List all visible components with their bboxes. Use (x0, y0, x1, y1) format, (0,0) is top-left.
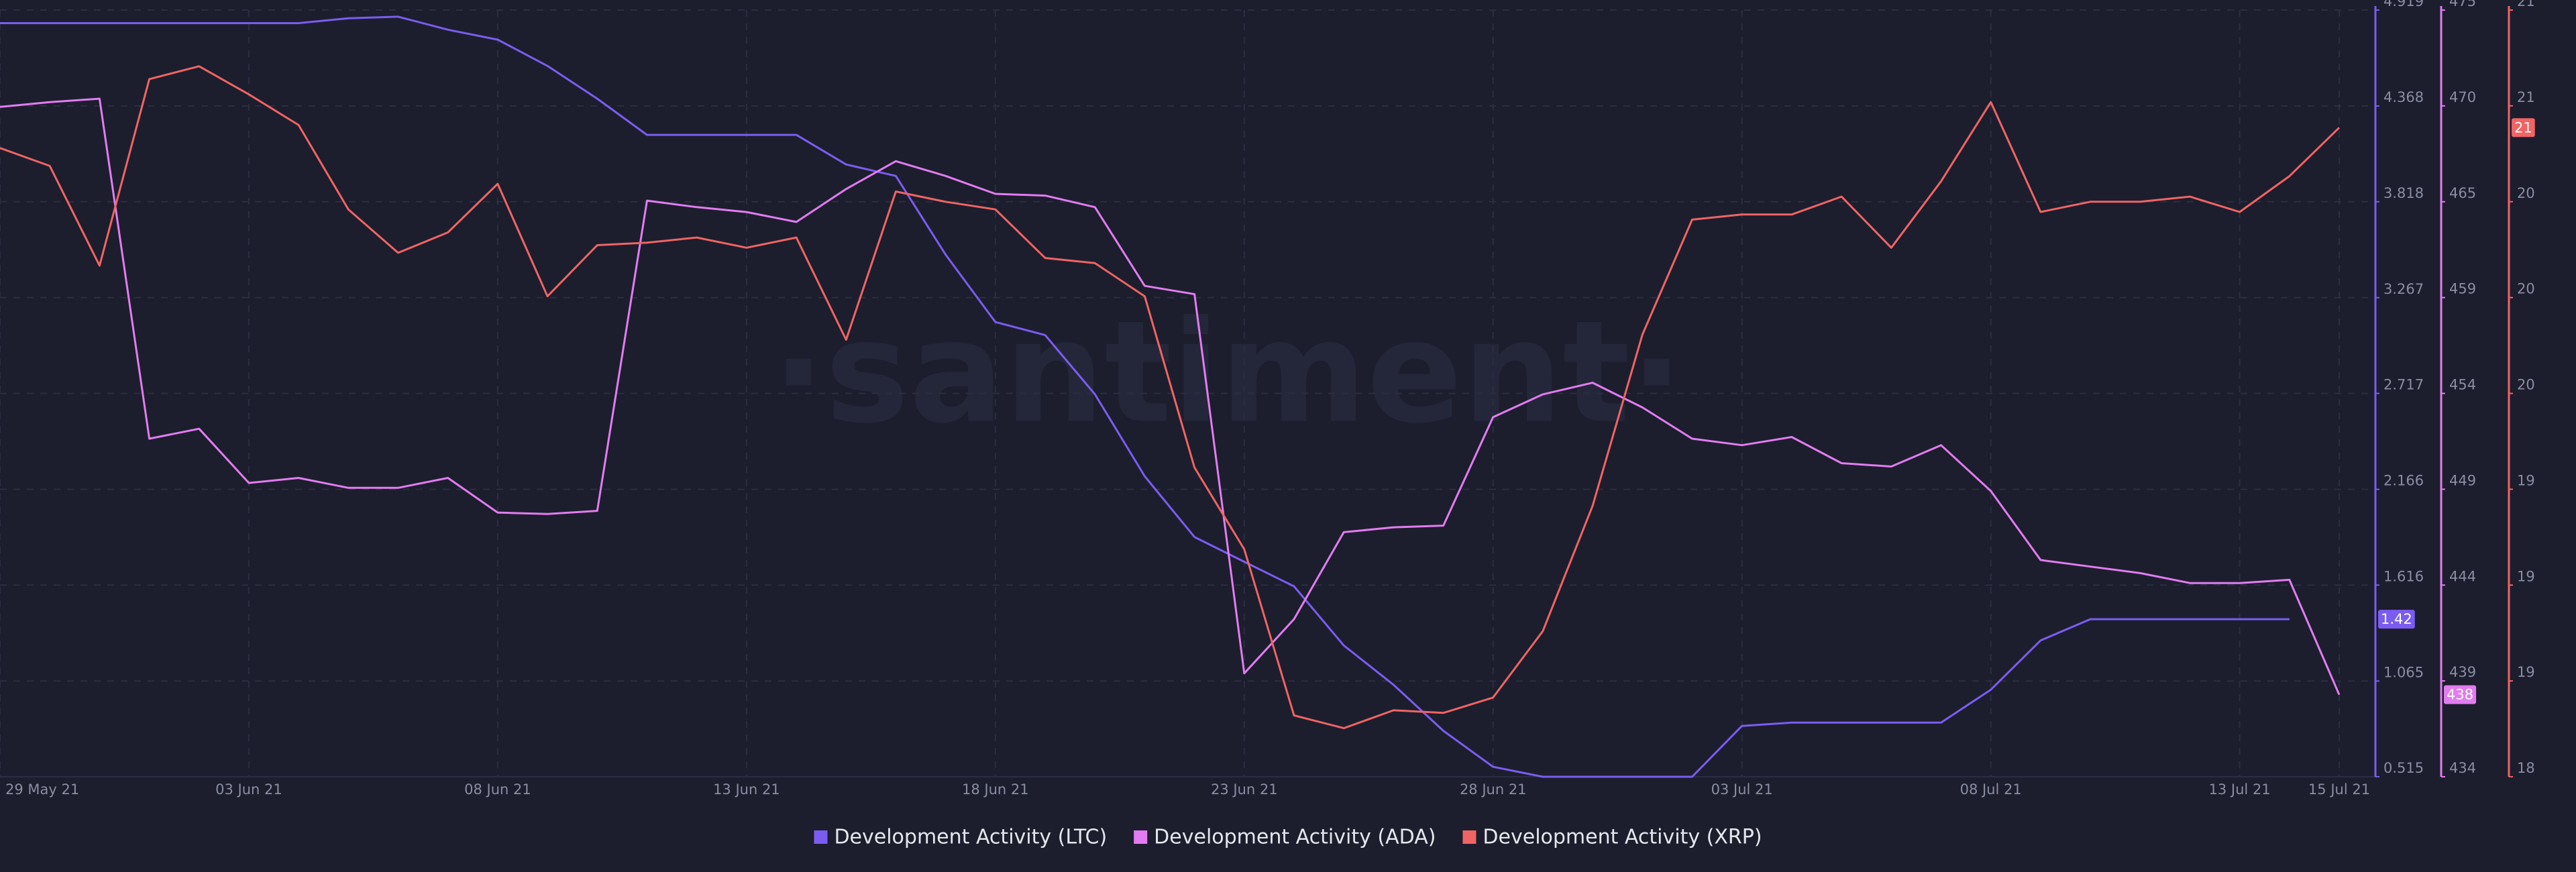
y-tick-label: 21 (2517, 89, 2535, 105)
value-badge-box (2444, 685, 2477, 704)
y-tick-label: 20 (2517, 281, 2535, 297)
y-tick-label: 439 (2449, 664, 2476, 680)
y-tick-label: 3.818 (2383, 185, 2424, 201)
y-tick-label: 21 (2517, 0, 2535, 9)
y-tick-label: 19 (2517, 664, 2535, 680)
y-tick-label: 470 (2449, 89, 2476, 105)
x-tick-label: 08 Jul 21 (1960, 781, 2022, 798)
series-line (0, 15, 2290, 778)
y-tick-label: 0.515 (2383, 760, 2424, 776)
x-tick-label: 13 Jun 21 (713, 781, 780, 798)
value-label: 21 (2514, 119, 2532, 135)
legend-swatch (1134, 830, 1148, 844)
x-tick-label: 18 Jun 21 (962, 781, 1029, 798)
value-badge: 1.42 (2378, 610, 2415, 629)
y-tick-label: 19 (2517, 568, 2535, 584)
y-tick-label: 1.065 (2383, 664, 2424, 680)
y-tick-label: 19 (2517, 472, 2535, 488)
watermark: ·santiment· (771, 290, 1683, 455)
y-tick-label: 465 (2449, 185, 2476, 201)
y-tick-label: 4.919 (2383, 0, 2424, 9)
y-tick-label: 20 (2517, 377, 2535, 393)
y-tick-label: 449 (2449, 472, 2476, 488)
x-tick-label: 29 May 21 (5, 781, 79, 798)
value-badge-box (2512, 118, 2535, 138)
x-tick-label: 23 Jun 21 (1211, 781, 1278, 798)
y-tick-label: 1.616 (2383, 568, 2424, 584)
y-tick-label: 459 (2449, 281, 2476, 297)
series-line (0, 97, 2341, 696)
value-label: 1.42 (2381, 611, 2412, 627)
value-label: 438 (2447, 687, 2473, 703)
x-tick-label: 08 Jun 21 (464, 781, 531, 798)
y-tick-label: 434 (2449, 760, 2476, 776)
x-tick-label: 03 Jun 21 (215, 781, 282, 798)
y-tick-label: 2.166 (2383, 473, 2424, 489)
legend-swatch (1462, 830, 1477, 844)
legend-label: Development Activity (XRP) (1483, 826, 1762, 849)
y-tick-label: 2.717 (2383, 377, 2424, 393)
y-tick-label: 4.368 (2383, 89, 2424, 105)
x-tick-label: 28 Jun 21 (1460, 781, 1527, 798)
x-tick-label: 03 Jul 21 (1711, 781, 1773, 798)
x-tick-label: 13 Jul 21 (2209, 781, 2271, 798)
series-line (0, 65, 2341, 730)
value-badge: 438 (2444, 685, 2477, 704)
legend: Development Activity (LTC) Development Ac… (814, 826, 1762, 849)
legend-label: Development Activity (ADA) (1154, 826, 1436, 849)
y-tick-label: 475 (2449, 0, 2476, 9)
legend-swatch (814, 830, 828, 844)
value-badge: 21 (2512, 118, 2535, 138)
y-tick-label: 444 (2449, 568, 2476, 584)
y-tick-label: 18 (2517, 760, 2535, 776)
value-badge-box (2378, 610, 2415, 629)
x-tick-label: 15 Jul 21 (2308, 781, 2370, 798)
y-tick-label: 454 (2449, 377, 2476, 393)
y-tick-label: 3.267 (2383, 281, 2424, 297)
y-tick-label: 20 (2517, 185, 2535, 201)
legend-label: Development Activity (LTC) (834, 826, 1107, 849)
